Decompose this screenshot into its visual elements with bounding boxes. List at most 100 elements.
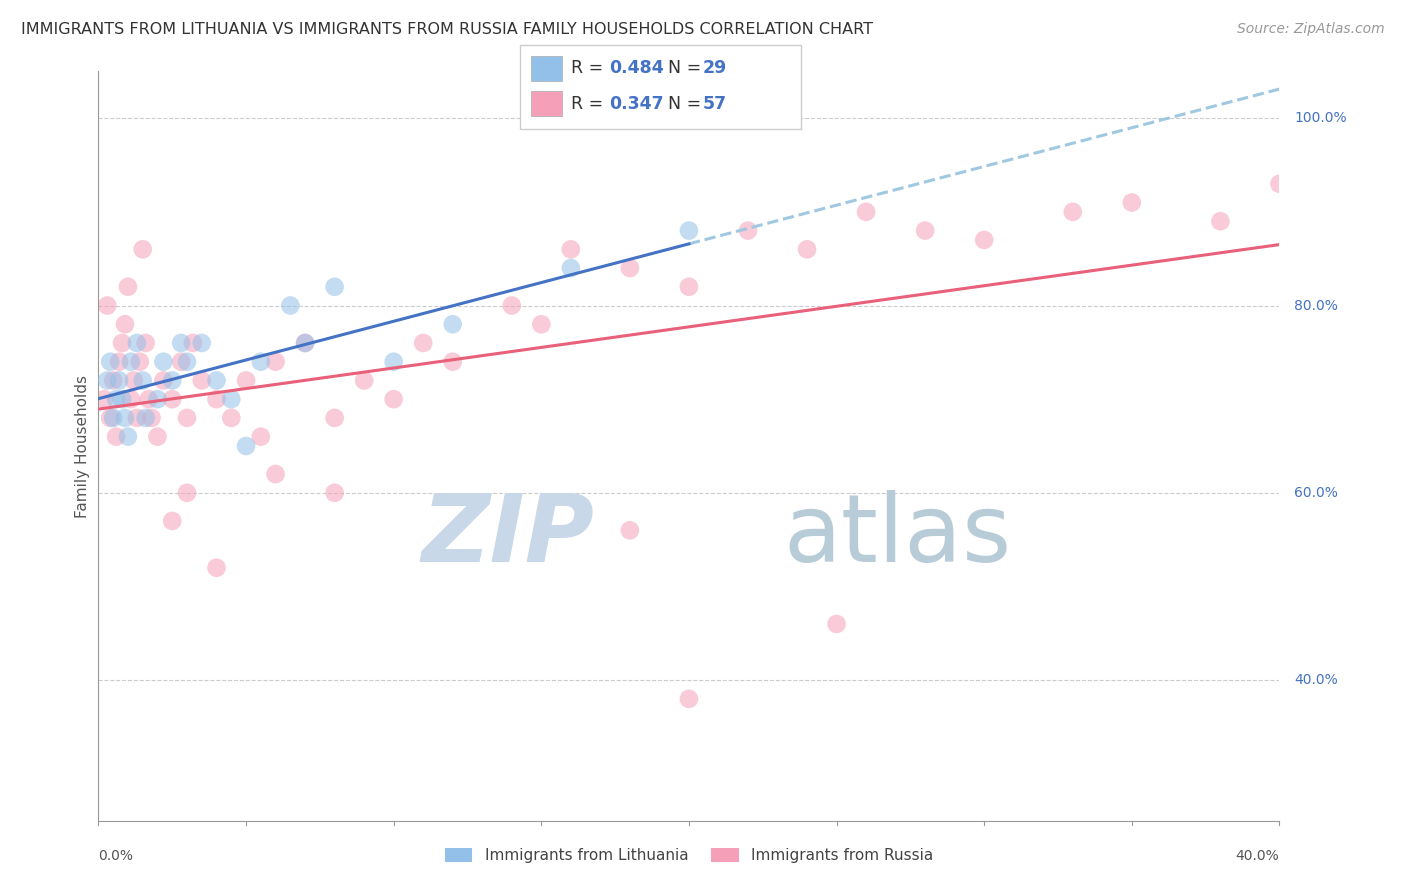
Point xyxy=(280,298,302,313)
Point xyxy=(103,374,125,388)
Point xyxy=(111,335,134,350)
Point xyxy=(221,411,243,425)
Text: atlas: atlas xyxy=(783,490,1012,582)
Point xyxy=(122,374,145,388)
Text: 0.0%: 0.0% xyxy=(98,849,134,863)
Text: 40.0%: 40.0% xyxy=(1236,849,1279,863)
Point xyxy=(678,692,700,706)
Point xyxy=(294,335,316,350)
Legend: Immigrants from Lithuania, Immigrants from Russia: Immigrants from Lithuania, Immigrants fr… xyxy=(439,842,939,869)
Point xyxy=(294,335,316,350)
Point xyxy=(138,392,160,407)
Point xyxy=(176,485,198,500)
Point xyxy=(162,514,183,528)
Point xyxy=(382,355,405,369)
Point xyxy=(678,280,700,294)
Point xyxy=(120,355,142,369)
Point xyxy=(98,411,121,425)
Point xyxy=(117,280,139,294)
Point xyxy=(120,392,142,407)
Point xyxy=(501,298,523,313)
Point xyxy=(264,355,287,369)
Point xyxy=(205,561,228,575)
Point xyxy=(108,355,131,369)
Text: IMMIGRANTS FROM LITHUANIA VS IMMIGRANTS FROM RUSSIA FAMILY HOUSEHOLDS CORRELATIO: IMMIGRANTS FROM LITHUANIA VS IMMIGRANTS … xyxy=(21,22,873,37)
Point xyxy=(125,335,148,350)
Text: 0.484: 0.484 xyxy=(609,59,664,78)
Point xyxy=(135,411,157,425)
Point xyxy=(114,317,136,331)
Point xyxy=(796,243,818,257)
Point xyxy=(441,317,464,331)
Point xyxy=(181,335,204,350)
Point xyxy=(105,392,128,407)
Point xyxy=(678,224,700,238)
Point xyxy=(221,392,243,407)
Point xyxy=(96,298,118,313)
Text: 57: 57 xyxy=(703,95,727,112)
Point xyxy=(235,439,257,453)
Point xyxy=(264,467,287,482)
Point xyxy=(205,392,228,407)
Point xyxy=(146,430,169,444)
Point xyxy=(825,617,848,632)
Point xyxy=(105,430,128,444)
Point xyxy=(250,430,273,444)
Point xyxy=(170,335,193,350)
Point xyxy=(855,205,877,219)
Point xyxy=(530,317,553,331)
Point xyxy=(176,411,198,425)
Point xyxy=(619,523,641,537)
Point xyxy=(323,485,346,500)
Text: N =: N = xyxy=(668,95,707,112)
Point xyxy=(1209,214,1232,228)
Point xyxy=(353,374,375,388)
Point xyxy=(132,243,155,257)
Point xyxy=(191,335,214,350)
Point xyxy=(103,411,125,425)
Text: 0.347: 0.347 xyxy=(609,95,664,112)
Point xyxy=(114,411,136,425)
Point xyxy=(152,355,174,369)
Point xyxy=(132,374,155,388)
Point xyxy=(162,374,183,388)
Point xyxy=(125,411,148,425)
Text: R =: R = xyxy=(571,59,609,78)
Point xyxy=(412,335,434,350)
Text: 40.0%: 40.0% xyxy=(1295,673,1339,687)
Point xyxy=(162,392,183,407)
Point xyxy=(323,411,346,425)
Point xyxy=(146,392,169,407)
Point xyxy=(737,224,759,238)
Point xyxy=(117,430,139,444)
Point xyxy=(205,374,228,388)
Point xyxy=(914,224,936,238)
Y-axis label: Family Households: Family Households xyxy=(75,375,90,517)
Point xyxy=(108,374,131,388)
Text: Source: ZipAtlas.com: Source: ZipAtlas.com xyxy=(1237,22,1385,37)
Point xyxy=(441,355,464,369)
Point xyxy=(619,261,641,276)
Point xyxy=(1121,195,1143,210)
Point xyxy=(323,280,346,294)
Text: 80.0%: 80.0% xyxy=(1295,299,1339,312)
Point xyxy=(250,355,273,369)
Point xyxy=(235,374,257,388)
Text: 29: 29 xyxy=(703,59,727,78)
Point xyxy=(973,233,995,247)
Point xyxy=(170,355,193,369)
Point xyxy=(111,392,134,407)
Point xyxy=(1268,177,1291,191)
Text: ZIP: ZIP xyxy=(422,490,595,582)
Point xyxy=(98,355,121,369)
Point xyxy=(152,374,174,388)
Point xyxy=(128,355,150,369)
Point xyxy=(96,374,118,388)
Point xyxy=(1062,205,1084,219)
Point xyxy=(560,261,582,276)
Text: 60.0%: 60.0% xyxy=(1295,486,1339,500)
Point xyxy=(382,392,405,407)
Text: 100.0%: 100.0% xyxy=(1295,112,1347,125)
Text: N =: N = xyxy=(668,59,707,78)
Point xyxy=(141,411,163,425)
